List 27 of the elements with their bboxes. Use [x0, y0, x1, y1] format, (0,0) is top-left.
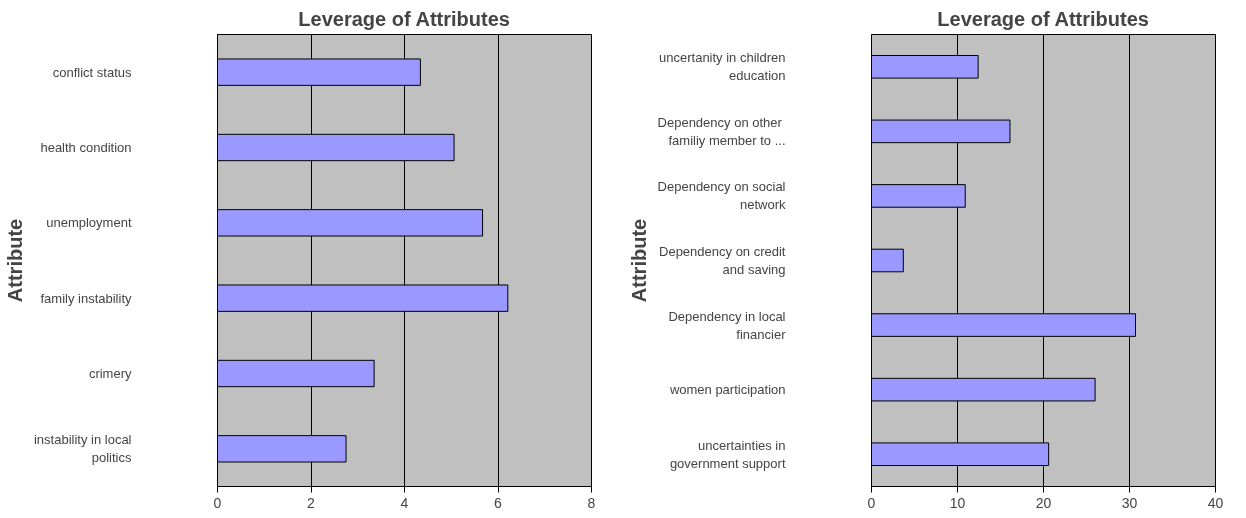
- y-tick-label: family instability: [40, 290, 132, 306]
- x-tick-label: 6: [494, 494, 503, 511]
- x-tick-label: 0: [213, 494, 222, 511]
- y-tick-label: crimery: [88, 366, 132, 381]
- y-axis-title: Attribute: [3, 218, 26, 303]
- y-tick-label: Dependency on other familiy member to ...: [657, 114, 786, 148]
- y-axis-title: Attribute: [627, 218, 650, 303]
- y-tick-label: Dependency on social network: [657, 179, 786, 213]
- x-tick-label: 2: [307, 494, 316, 511]
- y-tick-label: health condition: [40, 140, 132, 155]
- x-tick-label: 0: [867, 494, 876, 511]
- y-tick-label: unemployment: [46, 215, 132, 231]
- chart-title: Leverage of Attributes: [937, 7, 1149, 30]
- y-tick-label: Dependency in local financier: [668, 308, 787, 342]
- x-tick-label: 4: [400, 494, 409, 511]
- y-tick-label: Dependency on credit and saving: [659, 244, 786, 277]
- y-tick-label: conflict status: [52, 64, 132, 80]
- x-tick-label: 10: [949, 494, 966, 511]
- x-tick-label: 8: [587, 494, 596, 511]
- chart-title: Leverage of Attributes: [298, 7, 510, 30]
- x-tick-label: 30: [1121, 494, 1138, 511]
- y-tick-label: women participation: [668, 382, 786, 398]
- x-tick-label: 40: [1207, 494, 1224, 511]
- y-tick-label: uncertanity in children education: [659, 50, 786, 84]
- y-tick-label: instability in local politics: [33, 432, 132, 466]
- y-tick-label: uncertainties in government support: [669, 437, 786, 471]
- x-tick-label: 20: [1035, 494, 1052, 511]
